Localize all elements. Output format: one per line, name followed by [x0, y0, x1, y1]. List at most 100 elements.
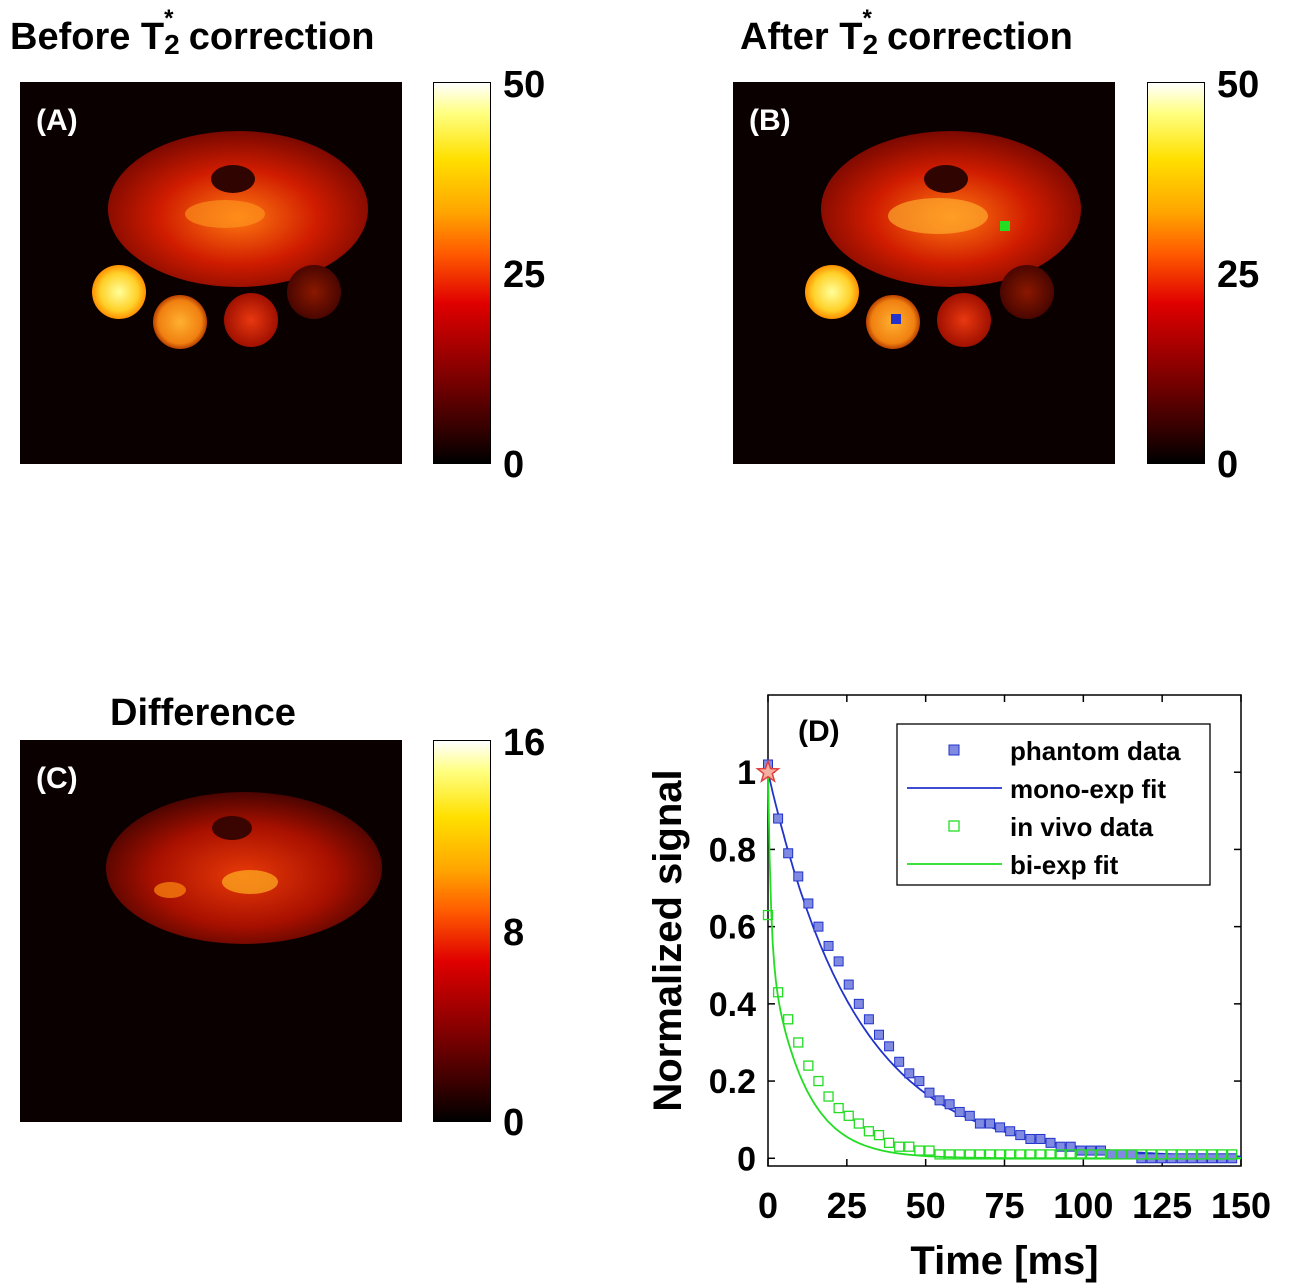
- phantom-data-point: [813, 921, 824, 932]
- panel-b-cbar-tick-min: 0: [1217, 444, 1239, 486]
- invivo-data-point: [813, 1075, 824, 1087]
- x-tick-label: 25: [827, 1185, 867, 1226]
- phantom-data-point: [995, 1122, 1006, 1133]
- invivo-data-point: [1015, 1149, 1026, 1160]
- phantom-data-point: [1126, 1149, 1137, 1160]
- phantom-data-point: [1005, 1126, 1016, 1137]
- y-tick-label: 0.8: [709, 831, 756, 869]
- panel-b-title-sup: *: [862, 5, 872, 32]
- phantom-data-point: [1015, 1130, 1026, 1141]
- x-axis-label: Time [ms]: [910, 1239, 1098, 1283]
- panel-c-cbar-tick-min: 0: [503, 1102, 525, 1144]
- panel-a-label: (A): [36, 104, 78, 137]
- panel-b-title-suffix: correction: [876, 16, 1073, 58]
- star-marker: [755, 758, 781, 783]
- legend-entry: mono-exp fit: [1010, 774, 1166, 804]
- invivo-data-point: [904, 1141, 915, 1152]
- invivo-data-point: [883, 1137, 895, 1148]
- vial-3: [937, 293, 991, 347]
- invivo-data-point: [914, 1145, 925, 1156]
- invivo-data-point: [1176, 1149, 1187, 1160]
- invivo-data-point: [964, 1149, 975, 1160]
- panel-b-title: After T * 2 correction: [740, 5, 1073, 60]
- panel-b-title-prefix: After T: [740, 16, 863, 58]
- phantom-data-point: [934, 1095, 945, 1106]
- vial-4: [1000, 265, 1054, 319]
- invivo-data-point: [1146, 1149, 1157, 1160]
- phantom-data-point: [1055, 1141, 1066, 1152]
- phantom-data-point: [843, 979, 854, 990]
- panel-b-image: (B): [733, 82, 1115, 464]
- legend: phantom data mono-exp fit in vivo data bi-e…: [896, 723, 1211, 886]
- invivo-data-point: [934, 1149, 945, 1160]
- panel-c-label: (C): [36, 762, 78, 795]
- invivo-data-point: [1166, 1149, 1177, 1160]
- invivo-data-point: [833, 1102, 844, 1114]
- invivo-data-point: [1005, 1149, 1016, 1160]
- invivo-data-point: [1075, 1149, 1086, 1160]
- phantom-data-point: [863, 1014, 874, 1025]
- legend-symbol: [948, 820, 960, 832]
- invivo-data-point: [1105, 1149, 1117, 1160]
- invivo-data-point: [1085, 1149, 1097, 1160]
- vial-1: [805, 265, 859, 319]
- invivo-data-point: [994, 1149, 1006, 1160]
- panel-a-title-sub: 2: [164, 29, 180, 60]
- y-tick-label: 1: [737, 754, 756, 792]
- panel-c-colorbar: [433, 740, 491, 1122]
- legend-entry: phantom data: [1010, 736, 1181, 766]
- invivo-data-point: [823, 1091, 834, 1102]
- y-tick-label: 0.2: [709, 1063, 756, 1101]
- legend-entry: in vivo data: [1010, 812, 1154, 842]
- phantom-data-point: [1035, 1133, 1046, 1144]
- decay-chart: 0 25 50 75 100 125 150 0 0.2 0.4 0.6 0.8 1 (D) phant…: [646, 694, 1271, 1283]
- phantom-data-point: [1045, 1137, 1056, 1148]
- panel-a-cbar-tick-mid: 25: [503, 254, 546, 296]
- invivo-data-point: [1025, 1149, 1036, 1160]
- phantom-data-point: [894, 1056, 905, 1067]
- invivo-data-point: [1156, 1149, 1167, 1160]
- vial-2: [153, 295, 207, 349]
- panel-a-title-sup: *: [164, 5, 174, 32]
- phantom-data-point: [803, 898, 814, 909]
- panel-a-title: Before T * 2 correction: [10, 5, 375, 60]
- invivo-data-point: [924, 1145, 935, 1156]
- invivo-data-point: [762, 909, 774, 921]
- panel-c-title: Difference: [110, 692, 296, 734]
- phantom-data-point: [773, 813, 784, 824]
- panel-a-title-suffix: correction: [178, 16, 375, 58]
- panel-a-title-prefix: Before T: [10, 16, 165, 58]
- x-tick-label: 0: [758, 1185, 778, 1226]
- panel-a-colorbar: [433, 82, 491, 464]
- panel-b-label: (B): [749, 104, 791, 137]
- x-tick-label: 100: [1053, 1185, 1113, 1226]
- phantom-data-point: [1116, 1149, 1127, 1160]
- panel-b-colorbar: [1147, 82, 1205, 464]
- panel-c-cbar-tick-max: 16: [503, 722, 546, 764]
- x-tick-label: 50: [906, 1185, 946, 1226]
- phantom-data-point: [783, 848, 794, 859]
- panel-c-image: (C): [20, 740, 402, 1122]
- panel-b-title-sub: 2: [862, 29, 879, 60]
- vial-1: [92, 265, 146, 319]
- invivo-data-point: [1196, 1149, 1208, 1160]
- panel-a-image: (A): [20, 82, 402, 464]
- panel-c-map: [106, 792, 382, 944]
- legend-entry: bi-exp fit: [1010, 850, 1119, 880]
- phantom-data-point: [974, 1118, 985, 1129]
- x-tick-label: 75: [984, 1185, 1024, 1226]
- phantom-data-point: [833, 956, 844, 967]
- y-tick-label: 0: [737, 1140, 756, 1178]
- invivo-data-point: [1035, 1149, 1046, 1160]
- invivo-data-point: [783, 1014, 794, 1025]
- invivo-data-point: [853, 1118, 864, 1129]
- difference-region: [106, 792, 382, 944]
- panel-a-cbar-tick-min: 0: [503, 444, 525, 486]
- phantom-data-point: [904, 1068, 915, 1079]
- y-tick-label: 0.6: [709, 909, 756, 947]
- legend-symbol: [948, 744, 960, 756]
- invivo-data-point: [894, 1141, 905, 1152]
- invivo-data-point: [1227, 1149, 1238, 1160]
- panel-b-cbar-tick-mid: 25: [1217, 254, 1260, 296]
- invivo-data-point: [1045, 1149, 1056, 1160]
